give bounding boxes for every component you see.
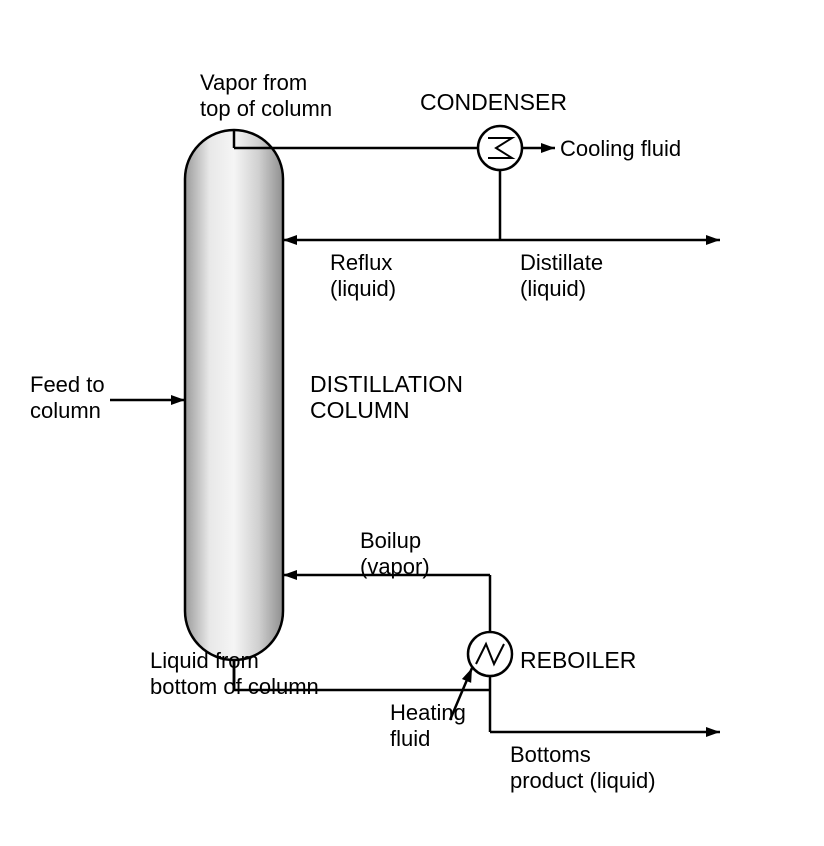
cooling-fluid-label: Cooling fluid [560,136,681,161]
distillate-label: Distillate [520,250,603,275]
liquid-bottom-label: Liquid from [150,648,259,673]
boilup-label-2: (vapor) [360,554,430,579]
liquid-bottom-label-2: bottom of column [150,674,319,699]
heating-label-2: fluid [390,726,430,751]
distillation-title-2: COLUMN [310,397,410,423]
bottoms-label-2: product (liquid) [510,768,656,793]
vapor-top-label-2: top of column [200,96,332,121]
heating-label: Heating [390,700,466,725]
condenser-title: CONDENSER [420,89,567,115]
boilup-label: Boilup [360,528,421,553]
distillation-column [185,130,283,660]
feed-label-2: column [30,398,101,423]
feed-label: Feed to [30,372,105,397]
bottoms-label: Bottoms [510,742,591,767]
reflux-label-2: (liquid) [330,276,396,301]
vapor-top-label: Vapor from [200,70,307,95]
reboiler-title: REBOILER [520,647,636,673]
reflux-label: Reflux [330,250,392,275]
distillation-title: DISTILLATION [310,371,463,397]
distillate-label-2: (liquid) [520,276,586,301]
condenser-symbol [478,126,522,170]
